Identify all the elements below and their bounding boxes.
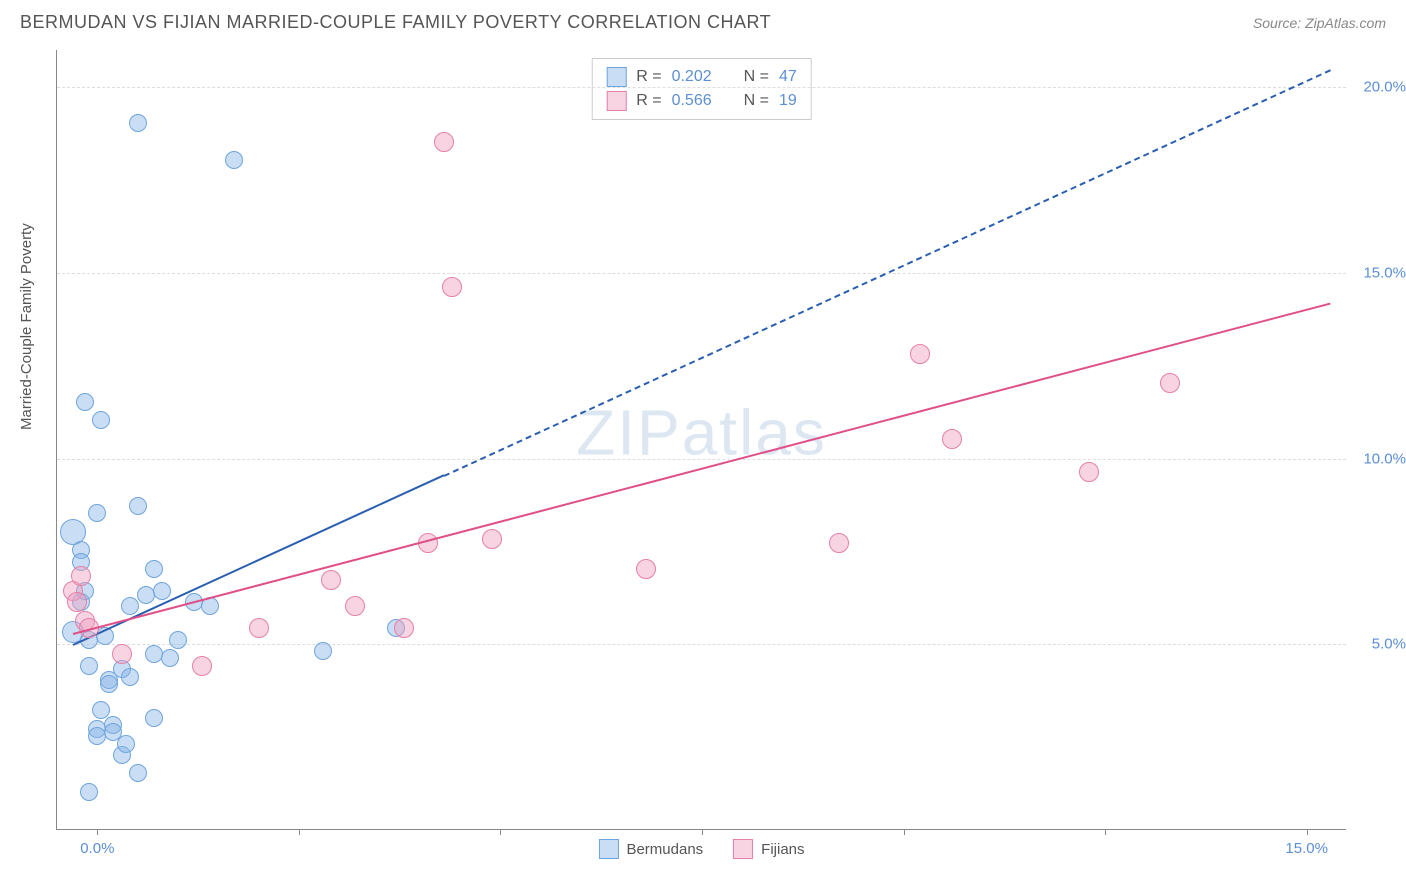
data-point	[129, 497, 147, 515]
data-point	[129, 764, 147, 782]
data-point	[1160, 373, 1180, 393]
y-tick-label: 20.0%	[1363, 79, 1406, 96]
y-tick-label: 15.0%	[1363, 264, 1406, 281]
chart-title: BERMUDAN VS FIJIAN MARRIED-COUPLE FAMILY…	[20, 12, 771, 33]
data-point	[100, 675, 118, 693]
data-point	[67, 592, 87, 612]
data-point	[112, 644, 132, 664]
data-point	[129, 114, 147, 132]
data-point	[942, 429, 962, 449]
data-point	[434, 132, 454, 152]
data-point	[145, 560, 163, 578]
data-point	[92, 411, 110, 429]
data-point	[442, 277, 462, 297]
legend-n-label: N =	[744, 92, 769, 110]
series-legend: Bermudans Fijians	[598, 839, 804, 859]
y-tick-label: 5.0%	[1372, 636, 1406, 653]
x-tick	[299, 829, 300, 835]
x-tick	[1105, 829, 1106, 835]
correlation-legend: R = 0.202 N = 47 R = 0.566 N = 19	[591, 58, 812, 120]
data-point	[76, 393, 94, 411]
data-point	[829, 533, 849, 553]
chart-plot-area: ZIPatlas R =0.202N =47R =0.566N =19 Berm…	[56, 50, 1346, 830]
legend-r-value: 0.566	[672, 92, 712, 110]
legend-r-label: R =	[636, 92, 661, 110]
data-point	[1079, 462, 1099, 482]
data-point	[153, 582, 171, 600]
legend-series-label: Fijians	[761, 841, 804, 858]
data-point	[71, 566, 91, 586]
data-point	[249, 618, 269, 638]
gridline	[57, 459, 1346, 460]
gridline	[57, 273, 1346, 274]
x-tick	[904, 829, 905, 835]
data-point	[636, 559, 656, 579]
data-point	[910, 344, 930, 364]
x-tick-label: 0.0%	[80, 840, 114, 857]
data-point	[169, 631, 187, 649]
legend-row: R = 0.566 N = 19	[606, 89, 797, 113]
data-point	[145, 709, 163, 727]
x-tick	[97, 829, 98, 835]
x-tick	[500, 829, 501, 835]
legend-n-value: 47	[779, 68, 797, 86]
data-point	[117, 735, 135, 753]
data-point	[394, 618, 414, 638]
data-point	[345, 596, 365, 616]
gridline	[57, 644, 1346, 645]
legend-r-label: R =	[636, 68, 661, 86]
legend-row: R = 0.202 N = 47	[606, 65, 797, 89]
data-point	[80, 783, 98, 801]
data-point	[161, 649, 179, 667]
y-tick-label: 10.0%	[1363, 450, 1406, 467]
x-tick-label: 15.0%	[1285, 840, 1328, 857]
legend-swatch	[606, 91, 626, 111]
data-point	[80, 657, 98, 675]
data-point	[192, 656, 212, 676]
legend-series-item: Fijians	[733, 839, 804, 859]
data-point	[225, 151, 243, 169]
legend-n-value: 19	[779, 92, 797, 110]
data-point	[145, 645, 163, 663]
x-tick	[702, 829, 703, 835]
data-point	[121, 668, 139, 686]
legend-n-label: N =	[744, 68, 769, 86]
data-point	[314, 642, 332, 660]
legend-swatch	[598, 839, 618, 859]
legend-swatch	[733, 839, 753, 859]
gridline	[57, 87, 1346, 88]
trend-line	[73, 303, 1331, 636]
legend-series-item: Bermudans	[598, 839, 703, 859]
x-tick	[1307, 829, 1308, 835]
data-point	[482, 529, 502, 549]
y-axis-label: Married-Couple Family Poverty	[18, 223, 35, 430]
legend-series-label: Bermudans	[626, 841, 703, 858]
data-point	[321, 570, 341, 590]
chart-source: Source: ZipAtlas.com	[1253, 15, 1386, 31]
data-point	[121, 597, 139, 615]
legend-r-value: 0.202	[672, 68, 712, 86]
chart-header: BERMUDAN VS FIJIAN MARRIED-COUPLE FAMILY…	[0, 0, 1406, 41]
data-point	[88, 504, 106, 522]
legend-swatch	[606, 67, 626, 87]
